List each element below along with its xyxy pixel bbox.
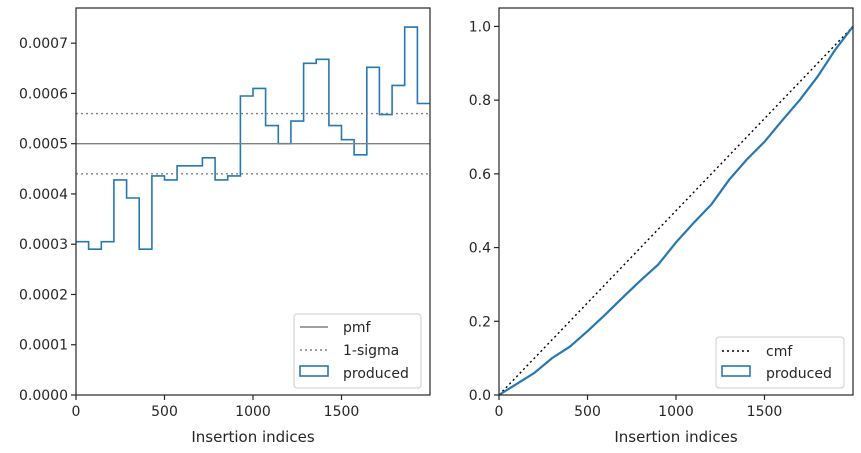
legend-produced-label: produced [766, 366, 832, 382]
y-tick-label: 0.0004 [19, 187, 68, 203]
legend-produced-label: produced [343, 366, 409, 382]
legend-produced-swatch [299, 365, 329, 377]
cmf-panel: 0 500 1000 1500 0.0 0.2 0.4 0.6 0.8 1.0 Insertion … [469, 7, 854, 446]
x-tick-label: 500 [574, 404, 601, 420]
legend: cmf produced [715, 336, 845, 389]
produced-cmf-line [498, 25, 854, 396]
y-tick-label: 0.0001 [19, 338, 68, 354]
produced-histogram [76, 26, 430, 250]
y-tick-label: 0.0003 [19, 237, 68, 253]
x-tick-label: 0 [495, 404, 504, 420]
cmf-line [498, 25, 854, 396]
y-tick-label: 1.0 [469, 19, 491, 35]
x-axis-label: Insertion indices [191, 428, 314, 446]
x-tick-label: 1000 [235, 404, 271, 420]
legend-cmf-label: cmf [766, 344, 793, 360]
y-tick-label: 0.0 [469, 388, 491, 404]
legend-sigma-label: 1-sigma [343, 343, 399, 359]
legend-frame [293, 313, 422, 389]
x-tick-label: 1500 [324, 404, 360, 420]
y-tick-label: 0.0005 [19, 137, 68, 153]
y-tick-label: 0.2 [469, 314, 491, 330]
y-tick-label: 0.4 [469, 241, 491, 257]
x-tick-label: 1000 [658, 404, 694, 420]
y-tick-label: 0.8 [469, 93, 491, 109]
x-tick-label: 0 [72, 404, 81, 420]
x-tick-label: 500 [151, 404, 178, 420]
pmf-histogram-panel: 0 500 1000 1500 0.0000 0.0001 0.0002 0.0003 0.00… [19, 7, 431, 446]
y-tick-label: 0.0006 [19, 86, 68, 102]
legend-pmf-label: pmf [343, 320, 372, 336]
legend: pmf 1-sigma produced [293, 313, 422, 389]
x-tick-label: 1500 [747, 404, 783, 420]
legend-produced-swatch [721, 365, 751, 377]
y-tick-label: 0.0002 [19, 287, 68, 303]
x-axis-label: Insertion indices [614, 428, 737, 446]
y-tick-label: 0.6 [469, 167, 491, 183]
y-tick-label: 0.0007 [19, 36, 68, 52]
y-tick-label: 0.0000 [19, 388, 68, 404]
